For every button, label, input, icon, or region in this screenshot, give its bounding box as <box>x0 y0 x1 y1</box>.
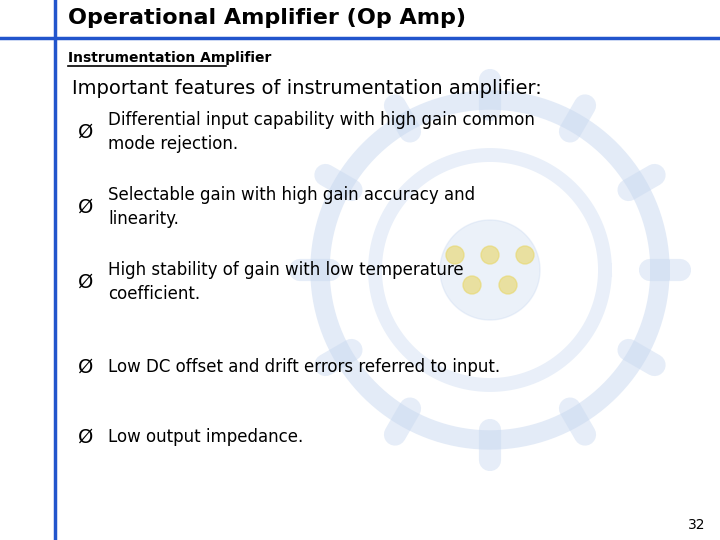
Text: Low DC offset and drift errors referred to input.: Low DC offset and drift errors referred … <box>108 358 500 376</box>
Text: Differential input capability with high gain common
mode rejection.: Differential input capability with high … <box>108 111 535 153</box>
Circle shape <box>499 276 517 294</box>
Text: Selectable gain with high gain accuracy and
linearity.: Selectable gain with high gain accuracy … <box>108 186 475 228</box>
Text: Ø: Ø <box>78 198 94 217</box>
Text: Ø: Ø <box>78 273 94 292</box>
Circle shape <box>516 246 534 264</box>
Text: 32: 32 <box>688 518 705 532</box>
Text: Ø: Ø <box>78 123 94 141</box>
Text: Important features of instrumentation amplifier:: Important features of instrumentation am… <box>72 78 541 98</box>
Circle shape <box>463 276 481 294</box>
Polygon shape <box>440 220 540 320</box>
Text: Instrumentation Amplifier: Instrumentation Amplifier <box>68 51 271 65</box>
Text: Low output impedance.: Low output impedance. <box>108 428 303 446</box>
Circle shape <box>481 246 499 264</box>
Text: High stability of gain with low temperature
coefficient.: High stability of gain with low temperat… <box>108 261 464 303</box>
Text: Ø: Ø <box>78 357 94 376</box>
Text: Operational Amplifier (Op Amp): Operational Amplifier (Op Amp) <box>68 8 466 28</box>
Text: Ø: Ø <box>78 428 94 447</box>
Circle shape <box>446 246 464 264</box>
